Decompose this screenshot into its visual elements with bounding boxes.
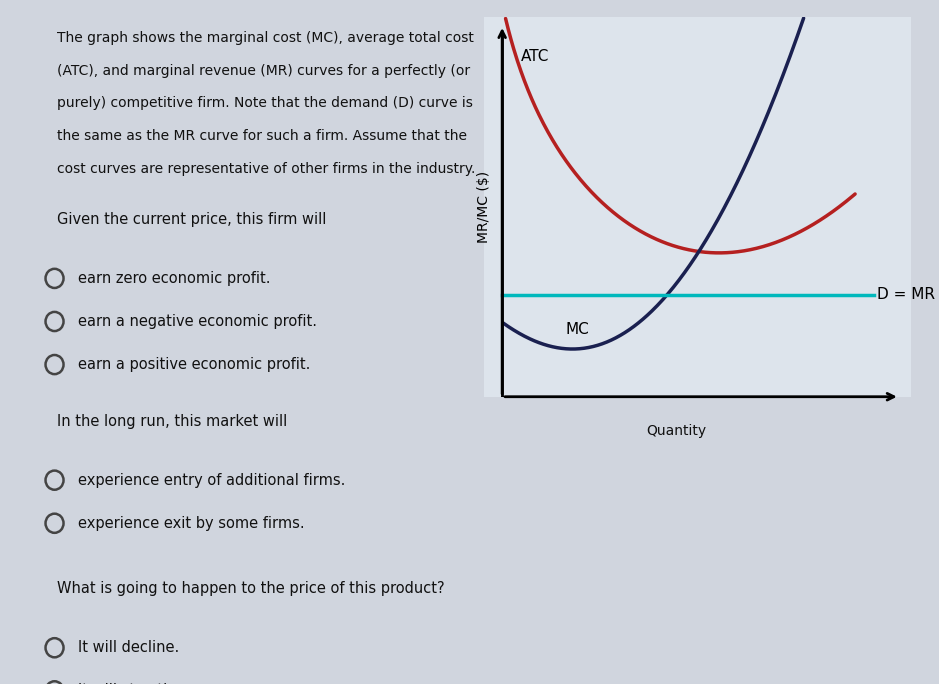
Text: Quantity: Quantity — [646, 424, 706, 438]
Text: earn zero economic profit.: earn zero economic profit. — [78, 271, 270, 286]
Text: experience entry of additional firms.: experience entry of additional firms. — [78, 473, 346, 488]
Text: In the long run, this market will: In the long run, this market will — [57, 414, 287, 429]
Text: earn a negative economic profit.: earn a negative economic profit. — [78, 314, 317, 329]
Text: Given the current price, this firm will: Given the current price, this firm will — [57, 212, 326, 227]
Text: earn a positive economic profit.: earn a positive economic profit. — [78, 357, 311, 372]
Text: What is going to happen to the price of this product?: What is going to happen to the price of … — [57, 581, 444, 596]
Text: purely) competitive firm. Note that the demand (D) curve is: purely) competitive firm. Note that the … — [57, 96, 472, 110]
Text: MR/MC ($): MR/MC ($) — [477, 171, 490, 243]
Text: experience exit by some firms.: experience exit by some firms. — [78, 516, 305, 531]
Text: D = MR: D = MR — [877, 287, 935, 302]
Text: It will decline.: It will decline. — [78, 640, 179, 655]
Text: The graph shows the marginal cost (MC), average total cost: The graph shows the marginal cost (MC), … — [57, 31, 474, 44]
Text: cost curves are representative of other firms in the industry.: cost curves are representative of other … — [57, 162, 475, 176]
Text: ATC: ATC — [521, 49, 549, 64]
Text: the same as the MR curve for such a firm. Assume that the: the same as the MR curve for such a firm… — [57, 129, 467, 143]
Text: (ATC), and marginal revenue (MR) curves for a perfectly (or: (ATC), and marginal revenue (MR) curves … — [57, 64, 470, 77]
Text: MC: MC — [565, 321, 589, 337]
